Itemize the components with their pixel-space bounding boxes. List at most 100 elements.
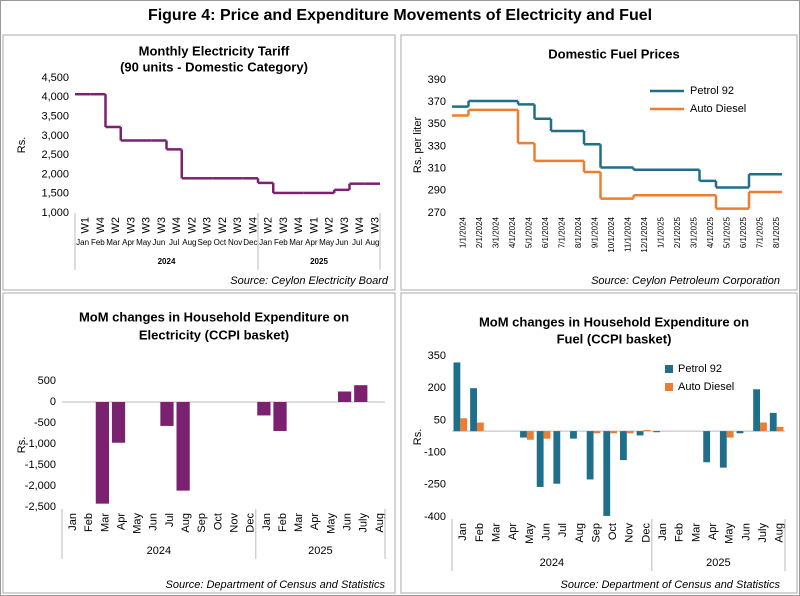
x-tick-label: Sep	[196, 513, 208, 533]
legend-label: Petrol 92	[690, 85, 734, 97]
y-axis-label: Rs.	[16, 437, 28, 454]
month-label: Dec	[243, 238, 257, 247]
x-tick-label: 11/1/2024	[623, 216, 632, 252]
month-label: Sep	[198, 238, 213, 247]
y-tick-label: -1,000	[25, 438, 56, 450]
y-tick-label: -250	[424, 479, 446, 491]
x-tick-label: May	[325, 513, 337, 534]
bar	[553, 431, 561, 484]
x-tick-label: W3	[202, 217, 214, 234]
x-tick-label: Nov	[228, 513, 240, 533]
x-tick-label: Feb	[277, 513, 289, 532]
year-label: 2025	[308, 545, 332, 557]
month-label: May	[136, 238, 151, 247]
bar	[769, 412, 777, 432]
x-tick-label: Aug	[180, 513, 192, 533]
year-label: 2024	[147, 545, 171, 557]
legend-label: Auto Diesel	[690, 103, 746, 115]
x-tick-label: Dec	[640, 523, 652, 543]
chart-title: MoM changes in Household Expenditure on	[479, 314, 749, 329]
bar	[111, 402, 126, 443]
x-tick-label: W2	[263, 217, 275, 234]
x-tick-label: Oct	[212, 513, 224, 530]
x-tick-label: 4/1/2024	[508, 216, 517, 248]
x-tick-label: Aug	[774, 523, 786, 543]
x-tick-label: Jun	[540, 523, 552, 541]
x-tick-label: 1/1/2024	[458, 216, 467, 248]
month-label: Jun	[152, 238, 165, 247]
x-tick-label: 7/1/2024	[557, 216, 566, 248]
month-label: Apr	[305, 238, 318, 247]
panel	[400, 292, 798, 594]
source: Source: Department of Census and Statist…	[166, 579, 386, 591]
y-tick-label: -1,500	[25, 459, 56, 471]
y-tick-label: 310	[428, 163, 446, 175]
y-tick-label: 390	[428, 74, 446, 86]
chart-title: Fuel (CCPI basket)	[557, 331, 672, 346]
x-tick-label: W3	[278, 217, 290, 234]
bar	[354, 385, 368, 402]
y-tick-label: 290	[428, 185, 446, 197]
x-tick-label: W3	[141, 217, 153, 234]
x-tick-label: 5/1/2024	[524, 216, 533, 248]
bar	[453, 362, 461, 432]
month-label: May	[319, 238, 334, 247]
y-tick-label: -2,500	[25, 501, 56, 513]
y-tick-label: 270	[428, 207, 446, 219]
x-tick-label: Aug	[374, 513, 386, 533]
bar	[536, 431, 544, 487]
y-tick-label: 2,000	[41, 168, 69, 180]
year-label: 2025	[706, 557, 730, 569]
bar	[619, 431, 627, 461]
bar	[570, 431, 577, 439]
legend-label: Auto Diesel	[678, 381, 734, 393]
x-tick-label: 12/1/2024	[640, 216, 649, 252]
x-tick-label: Mar	[690, 523, 702, 542]
y-tick-label: 4,500	[41, 72, 69, 84]
chart-title: Electricity (CCPI basket)	[139, 327, 289, 342]
year-label: 2024	[540, 557, 564, 569]
x-tick-label: May	[724, 523, 736, 544]
y-tick-label: -500	[34, 417, 56, 429]
x-tick-label: 3/1/2024	[491, 216, 500, 248]
month-label: Feb	[91, 238, 105, 247]
x-tick-label: Apr	[507, 523, 519, 540]
bar	[653, 431, 661, 433]
x-tick-label: Jun	[148, 513, 160, 531]
x-tick-label: 2/1/2024	[475, 216, 484, 248]
month-label: Mar	[289, 238, 303, 247]
x-tick-label: Dec	[245, 513, 257, 533]
bar	[160, 402, 174, 426]
y-tick-label: 0	[50, 396, 56, 408]
bar	[476, 422, 484, 432]
x-tick-label: W4	[293, 217, 305, 234]
month-label: Apr	[122, 238, 135, 247]
x-tick-label: 5/1/2025	[722, 216, 731, 248]
x-tick-label: W3	[232, 217, 244, 234]
y-tick-label: 4,000	[41, 91, 69, 103]
legend-swatch	[665, 383, 673, 391]
panel	[2, 292, 396, 594]
y-tick-label: 1,500	[41, 188, 69, 200]
x-tick-label: May	[524, 523, 536, 544]
y-tick-label: -100	[424, 447, 446, 459]
x-tick-label: Feb	[474, 523, 486, 542]
y-axis-label: Rs.	[412, 429, 424, 446]
bar	[586, 431, 594, 480]
x-tick-label: 1/1/2025	[656, 216, 665, 248]
x-tick-label: Apr	[707, 523, 719, 540]
bar	[176, 402, 190, 491]
x-tick-label: 8/1/2025	[772, 216, 781, 248]
month-label: Jul	[352, 238, 362, 247]
month-label: Mar	[106, 238, 120, 247]
figure-title: Figure 4: Price and Expenditure Movement…	[148, 7, 652, 24]
x-tick-label: W1	[308, 217, 320, 234]
x-tick-label: Feb	[83, 513, 95, 532]
bar	[760, 422, 767, 432]
source: Source: Ceylon Electricity Board	[230, 275, 389, 287]
x-tick-label: Feb	[674, 523, 686, 542]
x-tick-label: Jan	[457, 523, 469, 541]
month-label: Aug	[365, 238, 379, 247]
y-tick-label: 3,000	[41, 130, 69, 142]
x-tick-label: 3/1/2025	[689, 216, 698, 248]
